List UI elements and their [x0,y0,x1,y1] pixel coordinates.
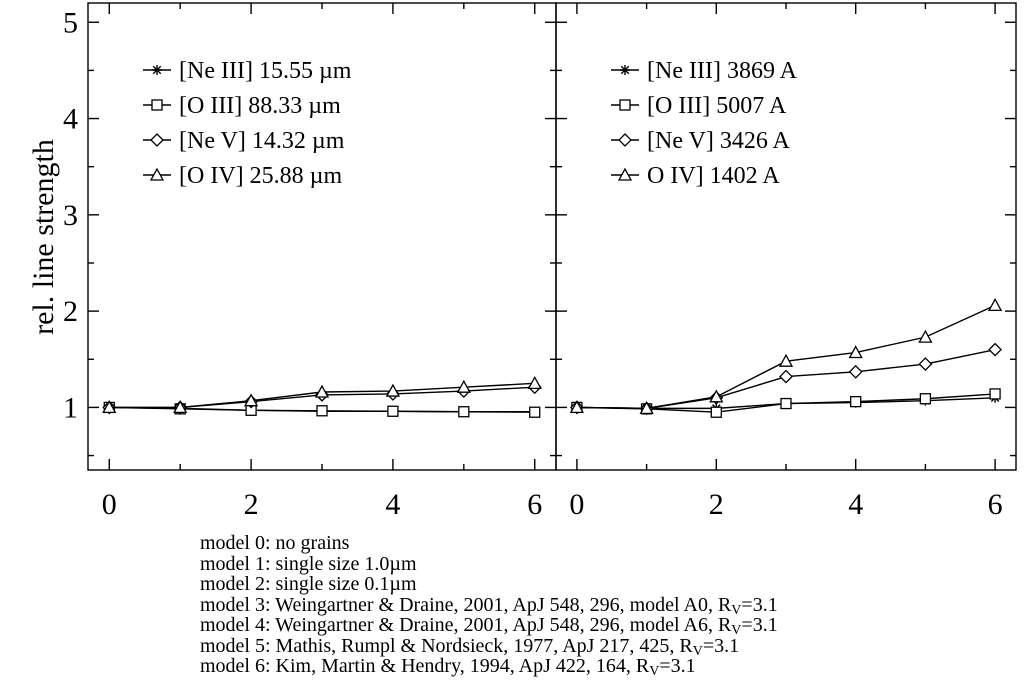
legend-label: [O IV] 25.88 µm [179,163,342,189]
data-point [314,384,330,398]
x-tick-label: 0 [569,488,584,521]
model-note-text: model 5: Mathis, Rumpl & Nordsieck, 1977… [200,634,693,657]
x-tick-label: 0 [102,488,117,521]
legend-label: [O III] 5007 A [647,93,787,119]
model-note-value: =3.1 [741,593,778,616]
data-point [387,405,399,417]
series-square [103,401,541,418]
x-tick-label: 2 [709,488,724,521]
legend-marker [620,65,630,75]
data-point [709,389,724,403]
x-tick-label: 6 [988,488,1003,521]
data-point [779,369,793,384]
model-note-text: model 6: Kim, Martin & Hendry, 1994, ApJ… [200,655,650,677]
data-point [778,353,794,367]
subscript: V [731,623,742,638]
legend-marker [617,167,633,181]
legend-marker [150,133,164,147]
legend-entry: [O IV] 25.88 µm [143,163,342,189]
subscript: V [692,643,703,659]
data-point [848,364,863,379]
legend-entry: [Ne III] 3869 A [611,58,798,84]
legend-marker [618,133,632,147]
legend-entry: [O III] 5007 A [611,93,787,119]
x-tick-label: 4 [385,488,400,521]
data-point [989,388,1001,400]
y-tick-label: 3 [63,199,78,232]
legend-entry: O IV] 1402 A [611,163,780,189]
series-square [571,388,1001,418]
model-note-value: =3.1 [702,634,740,657]
legend-entry: [Ne V] 3426 A [611,128,791,154]
data-point [988,342,1003,357]
data-point [918,329,933,343]
data-point [710,406,722,418]
model-note: model 6: Kim, Martin & Hendry, 1994, ApJ… [200,655,778,679]
model-note: model 2: single size 0.1µm [200,574,778,595]
data-point [848,345,863,359]
y-axis-label: rel. line strength [27,139,60,335]
model-note-text: model 4: Weingartner & Draine, 2001, ApJ… [200,614,732,636]
data-point [987,297,1003,311]
data-point [456,379,471,393]
data-point [529,406,541,418]
legend-label: [O III] 88.33 µm [179,93,341,119]
y-tick-label: 2 [63,295,78,328]
legend-label: O IV] 1402 A [647,163,780,189]
data-point [458,406,470,418]
data-point [850,395,862,408]
data-point [102,400,117,414]
model-note: model 5: Mathis, Rumpl & Nordsieck, 1977… [200,634,778,659]
y-tick-label: 4 [63,103,78,136]
series-triangle [569,297,1003,415]
legend-marker [151,99,163,111]
model-notes: model 0: no grains model 1: single size 1… [200,533,778,679]
data-point [316,405,328,417]
model-note-text: model 2: single size 0.1µm [200,573,417,595]
legend-label: [Ne V] 3426 A [647,128,791,154]
legend-entry: [Ne V] 14.32 µm [143,128,345,154]
legend-entry: [O III] 88.33 µm [143,93,341,119]
subscript: V [649,664,660,679]
model-note-text: model 1: single size 1.0µm [200,552,417,575]
legend-label: [Ne III] 15.55 µm [179,58,352,84]
model-note-value: =3.1 [659,655,696,677]
legend-label: [Ne III] 3869 A [647,58,798,84]
series-triangle [102,375,542,414]
x-tick-label: 4 [848,488,863,521]
data-point [569,400,585,414]
y-tick-label: 5 [63,6,78,39]
model-note: model 4: Weingartner & Draine, 2001, ApJ… [200,614,778,638]
data-point [918,357,933,372]
x-tick-label: 6 [527,488,542,521]
data-point [173,400,188,414]
data-point [385,383,401,397]
legend-marker [152,65,162,75]
y-tick-label: 1 [63,391,78,424]
model-note-value: =3.1 [741,614,778,636]
model-note-text: model 0: no grains [200,532,350,554]
data-point [780,397,792,410]
data-point [919,393,932,405]
data-point [527,375,542,389]
left-panel: 0 2 4 6 1 2 3 4 5 [Ne III] 15.55 µm [O III] 88.33 … [63,2,557,521]
right-panel: 0 2 4 6 [Ne III] 3869 A [O III] 5007 A [Ne V] … [555,2,1017,521]
subscript: V [731,602,742,618]
legend-marker [149,167,165,181]
model-note: model 1: single size 1.0µm [200,552,778,575]
data-point [243,393,259,407]
model-note-text: model 3: Weingartner & Draine, 2001, ApJ… [200,593,732,616]
model-note: model 3: Weingartner & Draine, 2001, ApJ… [200,593,778,618]
data-point [639,401,654,415]
legend-entry: [Ne III] 15.55 µm [143,58,352,84]
legend-marker [619,99,631,111]
x-tick-label: 2 [244,488,259,521]
legend-label: [Ne V] 14.32 µm [179,128,345,154]
model-note: model 0: no grains [200,533,778,554]
